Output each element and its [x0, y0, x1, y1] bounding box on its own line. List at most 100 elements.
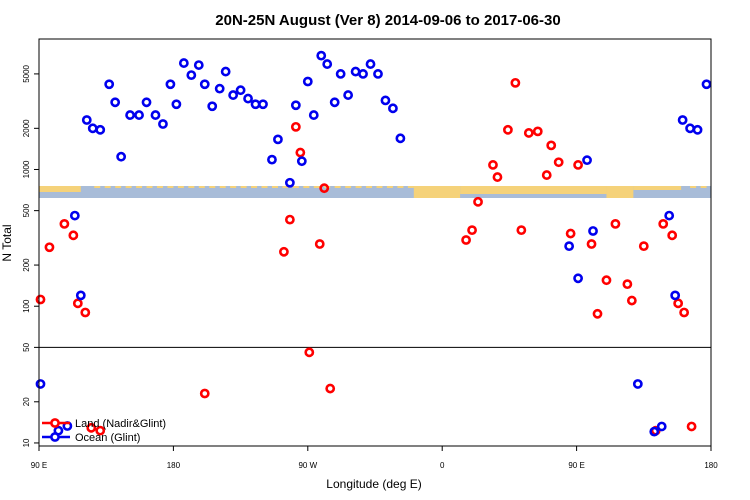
data-point [658, 218, 669, 229]
data-point [677, 115, 688, 125]
data-point [626, 295, 637, 306]
data-point [158, 119, 168, 129]
land-speck [700, 186, 707, 188]
land-speck [94, 186, 101, 188]
data-point [165, 79, 176, 90]
series-land [35, 77, 697, 436]
data-point [75, 290, 86, 301]
series-layer [35, 50, 712, 437]
data-point [592, 308, 603, 319]
land-speck [115, 186, 122, 188]
x-tick-label: 90 E [31, 461, 47, 470]
data-point [358, 69, 368, 79]
data-point [638, 241, 649, 252]
land-speck [366, 186, 373, 188]
x-axis: 90 E 180 90 W 0 90 E 180 [31, 446, 718, 470]
data-point [59, 218, 70, 229]
land-speck [292, 186, 299, 188]
y-tick-label: 50 [22, 342, 31, 351]
data-point [116, 151, 127, 162]
land-speck [209, 186, 216, 188]
data-point [95, 124, 106, 135]
legend-marker [50, 418, 60, 428]
data-point [80, 307, 91, 318]
land-speck [407, 186, 414, 188]
data-point [104, 79, 115, 90]
y-axis: 10 20 50 100 200 500 1000 2000 5000 [22, 64, 39, 447]
data-point [516, 225, 527, 236]
data-point [573, 273, 583, 284]
data-point [380, 95, 391, 106]
data-point [322, 59, 333, 69]
data-point [304, 347, 315, 358]
y-tick-label: 200 [22, 258, 31, 272]
data-point [686, 421, 697, 432]
land-speck [251, 186, 258, 188]
x-axis-label: Longitude (deg E) [326, 477, 421, 491]
land-speck [146, 186, 153, 188]
land-speck [188, 186, 195, 188]
land-speck [397, 186, 404, 188]
data-point [461, 235, 471, 245]
data-point [199, 79, 210, 90]
y-tick-label: 1000 [22, 160, 31, 178]
data-point [141, 97, 152, 108]
data-point [664, 210, 675, 221]
data-point [110, 97, 121, 108]
data-point [178, 58, 189, 68]
land-speck [345, 186, 352, 188]
data-point [373, 69, 383, 79]
data-point [553, 157, 564, 168]
data-point [308, 110, 319, 120]
data-point [69, 210, 80, 221]
legend-marker [50, 432, 60, 442]
data-point [150, 110, 161, 120]
data-point [692, 124, 703, 135]
data-point [243, 93, 253, 104]
data-point [171, 99, 182, 110]
y-axis-label: N Total [0, 224, 14, 261]
series-ocean [35, 50, 712, 437]
land-speck [334, 186, 341, 188]
land-segment [633, 186, 682, 190]
data-point [87, 123, 98, 134]
land-speck [271, 186, 278, 188]
data-point [503, 124, 513, 135]
x-tick-label: 90 W [298, 461, 317, 470]
legend-label: Land (Nadir&Glint) [75, 418, 166, 430]
y-tick-label: 500 [22, 203, 31, 217]
data-point [546, 140, 557, 151]
x-tick-label: 180 [704, 461, 718, 470]
data-point [685, 123, 695, 134]
data-point [388, 103, 398, 114]
data-point [586, 239, 597, 249]
land-speck [386, 186, 393, 188]
data-point [365, 59, 376, 69]
data-point [86, 422, 97, 433]
y-tick-label: 100 [22, 299, 31, 313]
data-point [335, 69, 346, 79]
data-point [523, 128, 534, 138]
land-speck [104, 186, 111, 188]
legend: Land (Nadir&Glint) Ocean (Glint) [42, 418, 166, 444]
data-point [267, 154, 277, 165]
data-point [610, 218, 621, 229]
land-speck [167, 186, 174, 188]
land-speck [355, 186, 362, 188]
data-point [214, 83, 225, 94]
x-tick-label: 0 [440, 461, 445, 470]
data-point [510, 77, 521, 88]
data-point [473, 196, 483, 207]
legend-label: Ocean (Glint) [75, 432, 140, 444]
data-point [125, 110, 135, 120]
data-point [296, 156, 307, 167]
y-tick-label: 10 [22, 438, 31, 447]
data-point [329, 97, 340, 108]
data-point [279, 246, 289, 257]
data-point [81, 115, 92, 125]
data-point [228, 90, 239, 100]
data-point [295, 147, 306, 158]
data-point [35, 294, 46, 305]
data-point [220, 66, 231, 77]
land-speck [376, 186, 383, 188]
